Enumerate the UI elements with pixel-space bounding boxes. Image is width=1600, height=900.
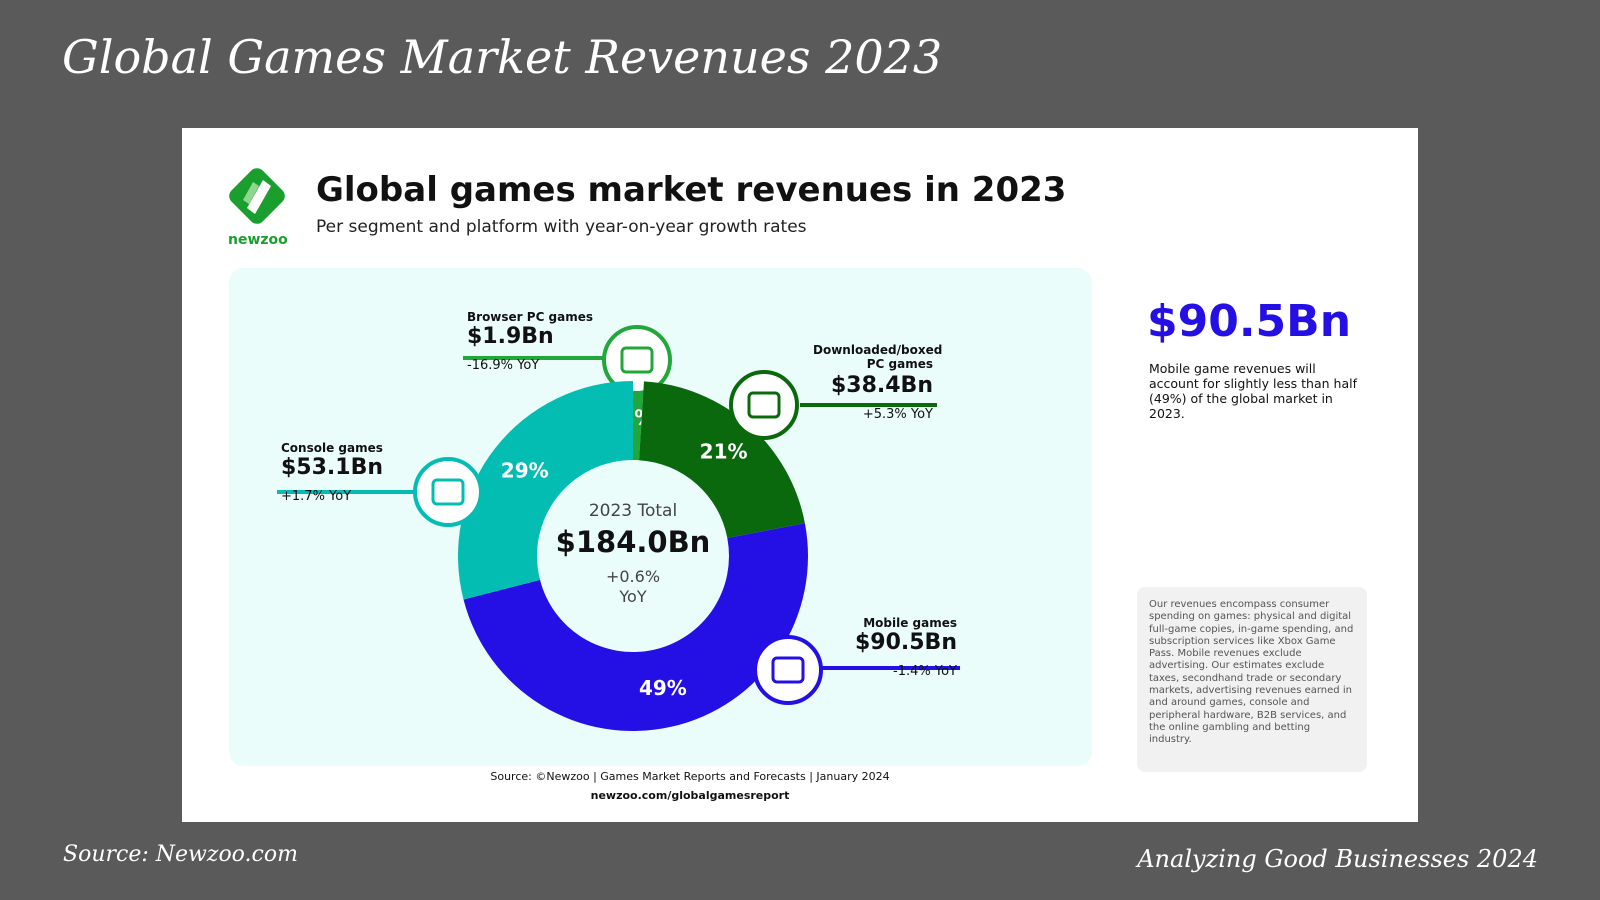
segment-name: Mobile games bbox=[863, 616, 957, 630]
donut-segment bbox=[633, 381, 644, 461]
donut-segment bbox=[639, 381, 805, 539]
chart-title: Global games market revenues in 2023 bbox=[316, 170, 1067, 210]
icon-glyph bbox=[771, 656, 805, 684]
segment-growth: +5.3% YoY bbox=[862, 407, 933, 422]
segment-growth: -1.4% YoY bbox=[893, 664, 957, 679]
segment-revenue: $38.4Bn bbox=[830, 373, 933, 398]
note: Our revenues encompass consumer spending… bbox=[1137, 587, 1367, 772]
donut-segment bbox=[463, 523, 808, 731]
highlight-value: $90.5Bn bbox=[1147, 296, 1352, 347]
segment-revenue: $90.5Bn bbox=[854, 630, 957, 655]
center-caption: 2023 Total bbox=[588, 501, 678, 521]
segment-name: Browser PC games bbox=[467, 310, 594, 324]
icon-glyph bbox=[747, 391, 781, 419]
icon-glyph bbox=[620, 346, 654, 374]
donut: 1%21%49%29% bbox=[277, 325, 960, 731]
segment-growth: -16.9% YoY bbox=[467, 358, 540, 373]
icon-ring bbox=[602, 325, 672, 395]
chart-url: newzoo.com/globalgamesreport bbox=[590, 789, 790, 802]
footer-source: Source: Newzoo.com bbox=[63, 842, 298, 867]
logo bbox=[229, 168, 285, 224]
icon-ring bbox=[753, 635, 823, 705]
percent-label: 49% bbox=[639, 676, 687, 700]
center-growth-unit: YoY bbox=[619, 587, 647, 606]
percent-label: 21% bbox=[700, 440, 748, 464]
segment-growth: +1.7% YoY bbox=[281, 489, 352, 504]
segment-name: Console games bbox=[281, 441, 383, 455]
segment-revenue: $1.9Bn bbox=[467, 324, 554, 349]
chart-subtitle: Per segment and platform with year-on-ye… bbox=[316, 217, 807, 237]
footer-credit: Analyzing Good Businesses 2024 bbox=[1137, 845, 1538, 873]
icon-glyph bbox=[431, 478, 465, 506]
slide-title: Global Games Market Revenues 2023 bbox=[62, 30, 943, 84]
segment-name: Downloaded/boxed PC games bbox=[813, 343, 943, 371]
chart-source: Source: ©Newzoo | Games Market Reports a… bbox=[490, 770, 890, 783]
donut-segment bbox=[458, 381, 633, 600]
segment-revenue: $53.1Bn bbox=[281, 455, 384, 480]
icon-ring bbox=[729, 370, 799, 440]
icon-ring bbox=[413, 457, 483, 527]
logo-text: newzoo bbox=[228, 232, 288, 248]
center-growth: +0.6% bbox=[605, 567, 661, 586]
highlight-text: Mobile game revenues will account for sl… bbox=[1149, 361, 1357, 421]
center-total: $184.0Bn bbox=[555, 525, 711, 559]
percent-label: 29% bbox=[501, 459, 549, 483]
